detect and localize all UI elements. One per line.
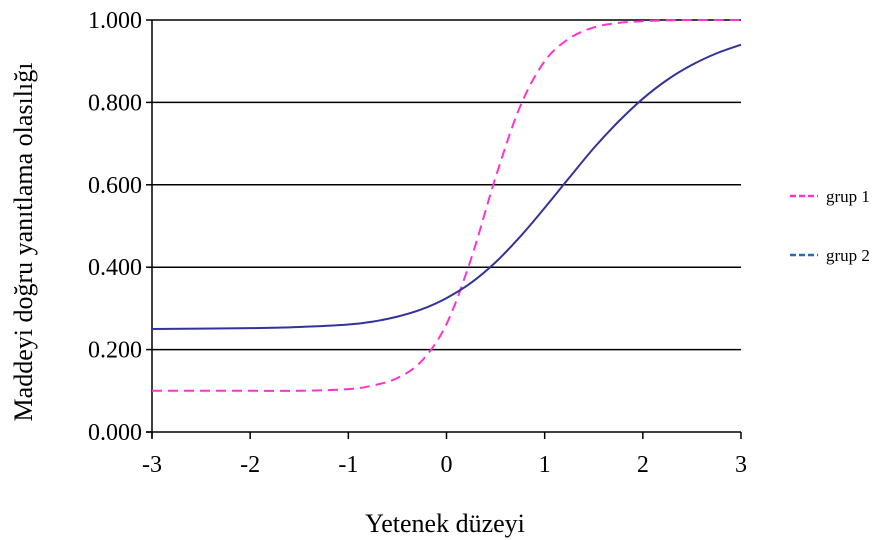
- series-line-1: [152, 18, 741, 392]
- y-tick-label: 0.400: [88, 255, 142, 281]
- x-tick-label: -2: [240, 452, 260, 478]
- x-tick-labels: -3 -2 -1 0 1 2 3: [142, 452, 747, 478]
- y-tick-label: 0.800: [88, 90, 142, 116]
- series-line-2: [151, 43, 742, 330]
- y-tick-label: 0.000: [88, 420, 142, 446]
- x-tick-label: 2: [637, 452, 649, 478]
- axes: [146, 19, 742, 439]
- y-axis-title: Maddeyi doğru yanıtlama olasılığı: [9, 63, 38, 422]
- legend-label-2: grup 2: [826, 246, 870, 265]
- x-axis-title: Yetenek düzeyi: [365, 509, 525, 538]
- x-tick-label: 3: [735, 452, 747, 478]
- series-lines: [151, 18, 742, 392]
- x-tick-label: -3: [142, 452, 162, 478]
- y-tick-label: 1.000: [88, 8, 142, 34]
- x-tick-label: -1: [338, 452, 358, 478]
- y-tick-labels: 0.000 0.200 0.400 0.600 0.800 1.000: [88, 8, 142, 446]
- legend: grup 1 grup 2: [790, 187, 870, 265]
- x-tick-label: 0: [441, 452, 453, 478]
- x-tick-label: 1: [539, 452, 551, 478]
- y-tick-label: 0.200: [88, 338, 142, 364]
- y-tick-label: 0.600: [88, 173, 142, 199]
- gridlines: [152, 19, 741, 351]
- legend-label-1: grup 1: [826, 187, 870, 206]
